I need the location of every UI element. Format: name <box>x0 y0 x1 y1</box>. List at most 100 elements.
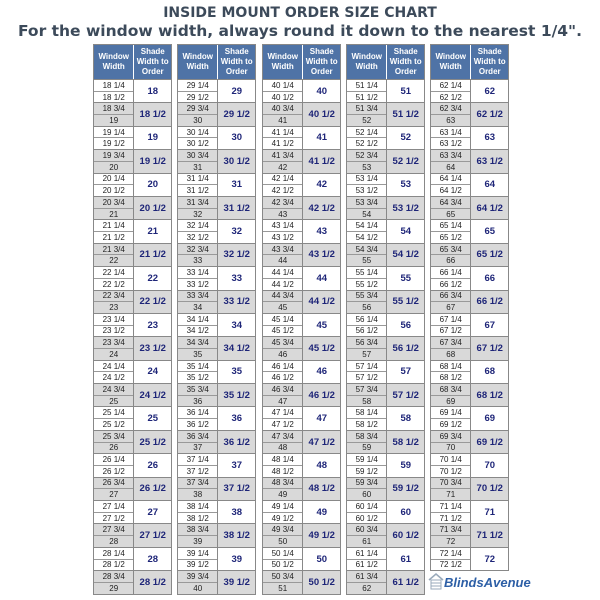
shade-width-cell: 49 1/2 <box>308 530 335 542</box>
shade-width-cell: 48 <box>316 459 328 471</box>
window-width-cell: 38 3/4 <box>178 524 218 537</box>
window-width-cell: 72 1/2 <box>439 560 462 570</box>
blindsavenue-logo: BlindsAvenue <box>428 572 531 590</box>
window-width-cell: 44 1/4 <box>263 267 303 279</box>
size-table-column: Window Width Shade Width to Order 62 1/4 62… <box>430 44 509 572</box>
shade-width-cell: 67 <box>484 319 496 331</box>
window-width-cell: 23 <box>109 303 119 313</box>
shade-width-cell: 20 1/2 <box>139 202 166 214</box>
shade-width-cell: 46 1/2 <box>308 389 335 401</box>
table-row: 60 3/4 61 60 1/2 <box>347 523 424 547</box>
shade-width-cell: 20 <box>147 179 159 191</box>
window-width-cell: 60 1/2 <box>355 513 378 523</box>
table-row: 34 3/4 35 34 1/2 <box>178 336 255 360</box>
window-width-cell: 31 1/2 <box>186 186 209 196</box>
table-row: 25 1/4 25 1/2 25 <box>94 406 171 430</box>
shade-width-cell: 63 1/2 <box>476 155 503 167</box>
shade-width-cell: 66 <box>484 272 496 284</box>
shade-width-cell: 18 1/2 <box>139 109 166 121</box>
window-width-cell: 49 <box>278 490 288 500</box>
window-width-cell: 35 1/2 <box>186 373 209 383</box>
window-width-cell: 64 <box>446 162 456 172</box>
window-width-cell: 28 1/2 <box>102 560 125 570</box>
shade-width-cell: 26 <box>147 459 159 471</box>
shade-width-cell: 43 <box>316 226 328 238</box>
window-width-cell: 19 1/2 <box>102 139 125 149</box>
window-width-cell: 41 3/4 <box>263 150 303 162</box>
window-width-cell: 28 1/4 <box>94 548 134 560</box>
window-width-cell: 44 3/4 <box>263 291 303 303</box>
table-row: 28 3/4 29 28 1/2 <box>94 570 171 594</box>
shade-width-cell: 63 <box>484 132 496 144</box>
table-header: Window Width Shade Width to Order <box>94 45 171 79</box>
table-row: 43 3/4 44 43 1/2 <box>263 242 340 267</box>
table-row: 64 3/4 65 64 1/2 <box>431 195 508 220</box>
shade-width-cell: 42 1/2 <box>308 202 335 214</box>
shade-width-cell: 40 1/2 <box>308 109 335 121</box>
shade-width-cell: 33 <box>231 272 243 284</box>
table-row: 47 1/4 47 1/2 47 <box>263 406 340 430</box>
window-width-cell: 70 1/2 <box>439 466 462 476</box>
window-width-cell: 43 <box>278 209 288 219</box>
window-width-cell: 38 1/4 <box>178 501 218 513</box>
shade-width-cell: 32 <box>231 226 243 238</box>
shade-width-cell: 22 <box>147 272 159 284</box>
window-width-cell: 52 1/4 <box>347 127 387 139</box>
table-row: 30 3/4 31 30 1/2 <box>178 149 255 173</box>
shade-width-cell: 59 <box>400 459 412 471</box>
table-row: 59 1/4 59 1/2 59 <box>347 453 424 477</box>
shade-width-cell: 34 1/2 <box>223 342 250 354</box>
window-width-cell: 58 <box>362 396 372 406</box>
table-row: 31 3/4 32 31 1/2 <box>178 195 255 220</box>
window-width-cell: 24 3/4 <box>94 384 134 396</box>
table-row: 52 3/4 53 52 1/2 <box>347 149 424 173</box>
window-width-cell: 49 1/4 <box>263 501 303 513</box>
table-row: 42 3/4 43 42 1/2 <box>263 195 340 220</box>
table-row: 21 3/4 22 21 1/2 <box>94 242 171 267</box>
table-row: 57 3/4 58 57 1/2 <box>347 383 424 407</box>
shade-width-cell: 39 <box>231 553 243 565</box>
window-width-cell: 20 <box>109 162 119 172</box>
window-width-cell: 69 1/2 <box>439 420 462 430</box>
table-header: Window Width Shade Width to Order <box>263 45 340 79</box>
window-width-cell: 53 1/4 <box>347 174 387 186</box>
shade-width-cell: 18 <box>147 85 159 97</box>
window-width-cell: 20 1/2 <box>102 186 125 196</box>
window-width-cell: 62 <box>362 583 372 593</box>
table-row: 41 1/4 41 1/2 41 <box>263 125 340 150</box>
window-width-cell: 32 1/4 <box>178 220 218 233</box>
shade-width-cell: 59 1/2 <box>392 483 419 495</box>
window-width-cell: 53 <box>362 162 372 172</box>
window-width-cell: 60 <box>362 490 372 500</box>
window-width-cell: 72 1/4 <box>431 548 471 560</box>
window-width-cell: 30 1/4 <box>178 127 218 139</box>
table-row: 19 1/4 19 1/2 19 <box>94 125 171 150</box>
shade-width-cell: 61 1/2 <box>392 576 419 588</box>
header-shade-width: Shade Width to Order <box>473 47 506 76</box>
window-width-cell: 39 1/4 <box>178 548 218 560</box>
table-row: 45 1/4 45 1/2 45 <box>263 312 340 337</box>
shade-width-cell: 28 <box>147 553 159 565</box>
window-width-cell: 69 1/4 <box>431 407 471 420</box>
window-width-cell: 62 1/2 <box>439 92 462 102</box>
window-width-cell: 42 1/2 <box>271 186 294 196</box>
table-row: 68 3/4 69 68 1/2 <box>431 383 508 407</box>
window-width-cell: 42 3/4 <box>263 197 303 209</box>
header-shade-width: Shade Width to Order <box>389 47 422 76</box>
window-width-cell: 33 3/4 <box>178 291 218 303</box>
shade-width-cell: 29 1/2 <box>223 109 250 121</box>
window-width-cell: 49 1/2 <box>271 513 294 523</box>
window-width-cell: 45 1/2 <box>271 326 294 336</box>
shade-width-cell: 51 1/2 <box>392 109 419 121</box>
table-row: 23 3/4 24 23 1/2 <box>94 336 171 360</box>
window-width-cell: 46 1/2 <box>271 373 294 383</box>
window-width-cell: 25 <box>109 396 119 406</box>
window-width-cell: 54 3/4 <box>347 244 387 256</box>
window-width-cell: 18 3/4 <box>94 103 134 116</box>
table-header: Window Width Shade Width to Order <box>431 45 508 79</box>
window-width-cell: 22 3/4 <box>94 291 134 303</box>
shade-width-cell: 38 <box>231 506 243 518</box>
header-window-width: Window Width <box>431 45 472 79</box>
table-row: 38 1/4 38 1/2 38 <box>178 500 255 524</box>
window-width-cell: 56 1/4 <box>347 314 387 326</box>
